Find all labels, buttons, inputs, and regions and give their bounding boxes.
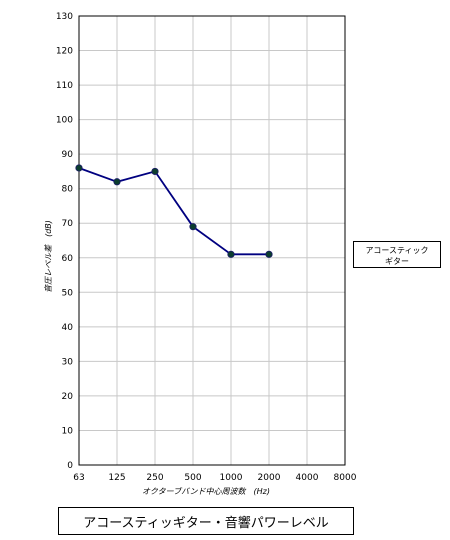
x-tick-label: 8000 (334, 473, 357, 483)
y-tick-label: 90 (62, 150, 74, 160)
data-point (151, 167, 159, 176)
y-tick-label: 30 (62, 357, 74, 367)
x-tick-label: 63 (73, 473, 84, 483)
y-tick-label: 40 (62, 323, 74, 333)
y-tick-label: 70 (62, 219, 74, 229)
x-tick-labels: 63 125 250 500 1000 2000 4000 8000 (73, 473, 356, 483)
data-point (227, 250, 235, 258)
y-tick-label: 120 (56, 47, 73, 57)
x-tick-label: 2000 (258, 473, 281, 483)
x-tick-label: 250 (146, 473, 163, 483)
y-tick-label: 100 (56, 116, 73, 126)
x-tick-label: 4000 (296, 473, 319, 483)
legend-series-label: アコースティック ギター (365, 245, 429, 266)
legend: アコースティック ギター (353, 241, 441, 268)
y-tick-label: 20 (62, 392, 74, 402)
x-tick-label: 1000 (220, 473, 243, 483)
y-tick-label: 0 (67, 461, 73, 471)
data-point (265, 250, 273, 258)
y-tick-label: 10 (62, 426, 74, 436)
plot-area (78, 15, 346, 466)
data-point (113, 178, 121, 186)
y-tick-label: 50 (62, 288, 74, 298)
y-tick-labels: 0 10 20 30 40 50 60 70 80 90 100 110 120 130 (56, 12, 73, 471)
data-series (75, 164, 273, 258)
series-line (78, 167, 269, 256)
x-tick-label: 125 (108, 473, 125, 483)
y-tick-label: 60 (62, 254, 74, 264)
data-point (189, 223, 197, 231)
y-axis-title: 音圧レベル差 (dB) (44, 220, 53, 293)
x-axis-title: オクターブバンド中心周波数 (Hz) (142, 487, 270, 496)
y-tick-label: 130 (56, 12, 73, 22)
data-point (75, 164, 83, 172)
y-tick-label: 80 (62, 185, 74, 195)
x-tick-label: 500 (184, 473, 201, 483)
chart-title: アコースティッギター・音響パワーレベル (58, 507, 354, 535)
y-tick-label: 110 (56, 81, 73, 91)
